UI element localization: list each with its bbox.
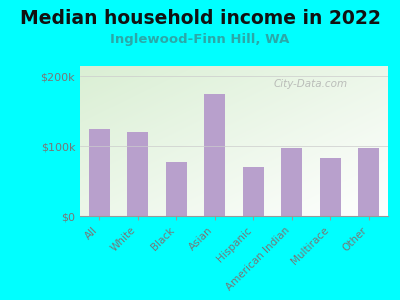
Bar	[320, 158, 341, 216]
Bar	[204, 94, 225, 216]
Bar	[127, 132, 148, 216]
Text: City-Data.com: City-Data.com	[274, 79, 348, 89]
Text: Median household income in 2022: Median household income in 2022	[20, 9, 380, 28]
Text: Inglewood-Finn Hill, WA: Inglewood-Finn Hill, WA	[110, 33, 290, 46]
Bar	[166, 162, 187, 216]
Bar	[89, 129, 110, 216]
Bar	[358, 148, 379, 216]
Bar	[243, 167, 264, 216]
Bar	[281, 148, 302, 216]
